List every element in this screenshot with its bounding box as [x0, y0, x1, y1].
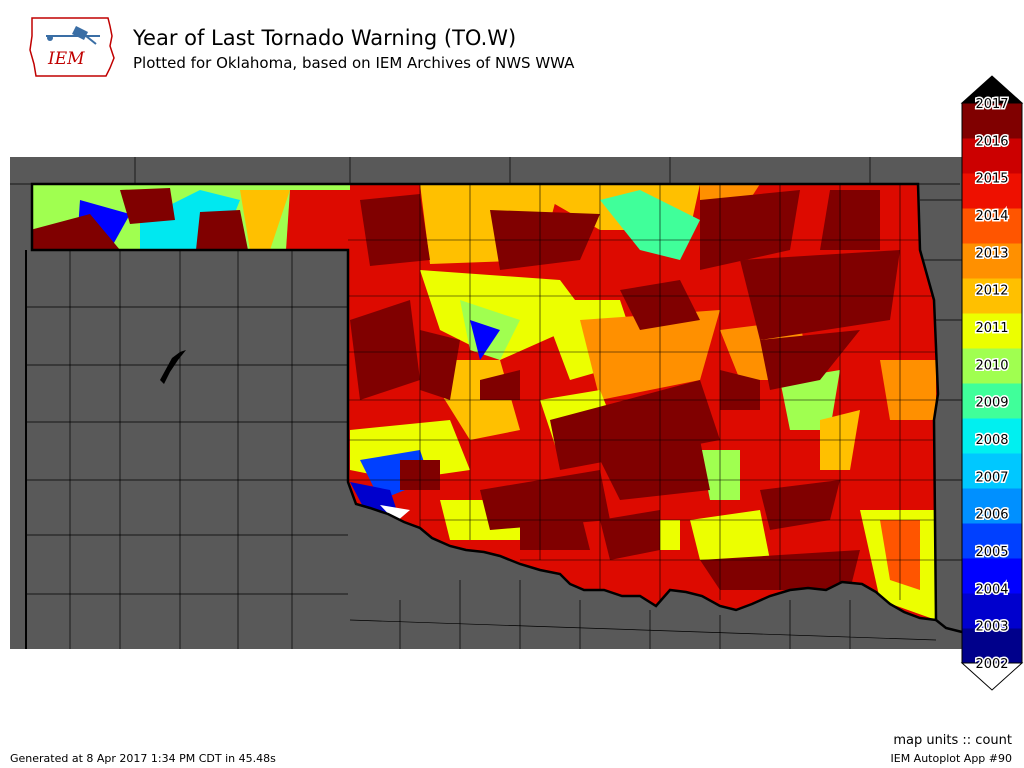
legend-label-2012: 2012: [975, 284, 1008, 299]
legend-label-2003: 2003: [975, 620, 1008, 635]
legend-label-2014: 2014: [975, 209, 1008, 224]
legend-label-2007: 2007: [975, 470, 1008, 485]
legend-swatch-2002: [962, 628, 1022, 664]
map-units: map units :: count: [893, 733, 1012, 748]
legend-swatch-2017: [962, 103, 1022, 139]
legend-swatch-2015: [962, 173, 1022, 209]
lake-meredith: [160, 350, 186, 384]
oklahoma-county-lines: [348, 184, 936, 600]
legend-label-2008: 2008: [975, 433, 1008, 448]
app-name: IEM Autoplot App #90: [890, 752, 1013, 765]
legend-swatch-2012: [962, 278, 1022, 314]
legend-swatch-2004: [962, 558, 1022, 594]
red-river: [935, 619, 963, 634]
legend-label-2006: 2006: [975, 508, 1008, 523]
legend-label-2010: 2010: [975, 358, 1008, 373]
logo-text: IEM: [47, 49, 85, 69]
legend-swatch-2010: [962, 348, 1022, 384]
page-title: Year of Last Tornado Warning (TO.W): [133, 26, 517, 50]
legend-swatch-2005: [962, 523, 1022, 559]
legend-label-2016: 2016: [975, 134, 1008, 149]
iem-logo: IEM: [26, 14, 118, 78]
legend-swatch-2003: [962, 593, 1022, 629]
legend-swatch-2013: [962, 243, 1022, 279]
legend-label-2002: 2002: [975, 657, 1008, 672]
legend-label-2011: 2011: [975, 321, 1008, 336]
legend-label-2005: 2005: [975, 545, 1008, 560]
legend-colorbar: 2002 2003 2004 2005 2006 2007 2008 2009 2010 2011…: [960, 75, 1024, 691]
legend-frame: [961, 102, 1023, 664]
legend-label-2004: 2004: [975, 582, 1008, 597]
legend-label-2017: 2017: [975, 97, 1008, 112]
page-subtitle: Plotted for Oklahoma, based on IEM Archi…: [133, 54, 575, 72]
legend-swatch-2009: [962, 383, 1022, 419]
legend-swatch-2007: [962, 453, 1022, 489]
legend-swatch-2006: [962, 488, 1022, 524]
generated-timestamp: Generated at 8 Apr 2017 1:34 PM CDT in 4…: [10, 752, 276, 765]
legend-swatch-2008: [962, 418, 1022, 454]
legend-swatch-2016: [962, 138, 1022, 174]
legend-swatch-2014: [962, 208, 1022, 244]
legend-label-2013: 2013: [975, 246, 1008, 261]
state-border-oklahoma: [30, 182, 940, 622]
legend-label-2015: 2015: [975, 172, 1008, 187]
legend-swatch-2011: [962, 313, 1022, 349]
legend-label-2009: 2009: [975, 396, 1008, 411]
